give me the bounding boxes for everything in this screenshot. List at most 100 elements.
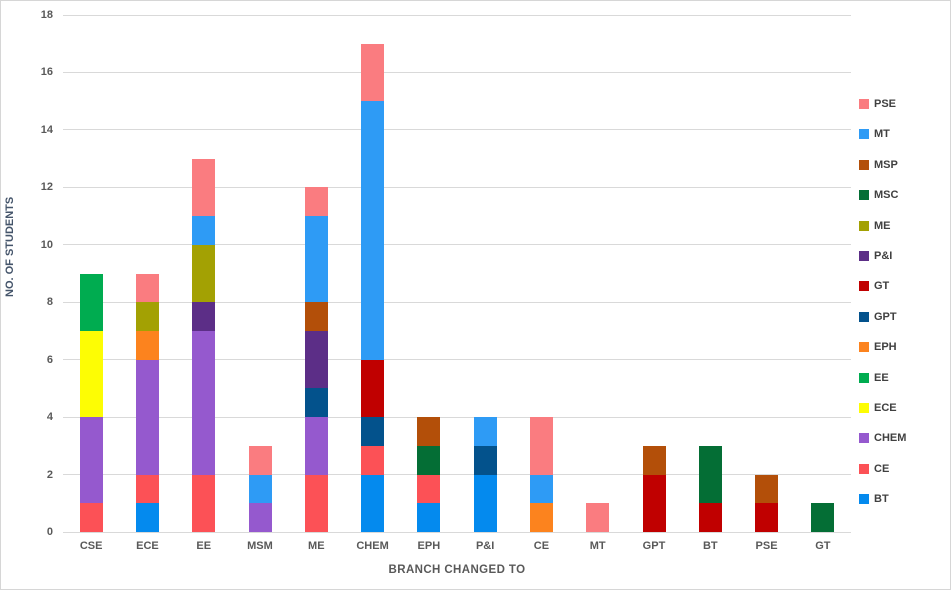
x-category-label-gt: GT [815,540,831,552]
legend-swatch-eph [859,342,869,353]
segment-me-in-ee [192,244,216,303]
legend-swatch-msc [859,190,869,201]
legend-label-me: ME [874,219,891,232]
legend-swatch-mt [859,129,869,140]
segment-gpt-in-chem [361,417,385,446]
legend-item-msp: MSP [859,158,898,172]
legend-swatch-ce [859,463,869,474]
legend-item-mt: MT [859,127,890,141]
y-tick-label-12: 12 [40,181,53,194]
legend-swatch-gpt [859,311,869,322]
legend-label-ee: EE [874,371,889,384]
legend-item-pse: PSE [859,97,896,111]
legend-item-gpt: GPT [859,310,897,324]
legend-label-mt: MT [874,128,890,141]
segment-gt-in-gpt [642,474,666,532]
legend-label-pi: P&I [874,250,893,262]
segment-msp-in-eph [417,417,441,446]
y-tick-label-10: 10 [40,238,53,251]
segment-mt-in-msm [248,474,272,504]
segment-gpt-in-me [304,388,328,418]
gridline-12 [63,186,851,188]
segment-gt-in-chem [361,359,385,418]
legend-label-pse: PSE [874,98,897,110]
gridline-14 [63,129,851,131]
x-category-label-gpt: GPT [642,540,666,552]
segment-ee-in-cse [79,273,103,331]
x-category-label-ce: CE [533,540,550,552]
legend-label-msc: MSC [874,189,899,202]
legend-swatch-chem [859,433,869,444]
segment-mt-in-ee [192,216,216,245]
segment-ce-in-ee [192,474,216,532]
legend-label-eph: EPH [874,341,897,354]
x-category-label-chem: CHEM [356,540,389,552]
y-tick-label-8: 8 [46,296,53,309]
legend-item-bt: BT [859,492,889,506]
segment-mt-in-me [304,216,328,303]
segment-pi-in-ee [192,302,216,331]
legend-item-ce: CE [859,462,889,476]
segment-mt-in-ce [529,474,553,504]
segment-pse-in-ce [529,417,553,475]
segment-ce-in-ece [135,474,159,504]
legend-item-chem: CHEM [859,431,906,445]
segment-ce-in-eph [417,474,441,504]
legend-swatch-pi [859,251,869,261]
segment-pse-in-chem [361,43,385,102]
legend-item-ece: ECE [859,401,897,415]
segment-gpt-in-pi [473,445,497,475]
segment-pi-in-me [304,330,328,389]
x-category-label-pse: PSE [755,540,778,552]
y-tick-label-0: 0 [46,526,53,538]
legend-label-gpt: GPT [874,310,897,323]
x-category-label-mt: MT [589,540,606,552]
y-tick-label-4: 4 [46,411,53,424]
segment-msp-in-gpt [642,445,666,475]
x-category-label-pi: P&I [475,540,495,552]
legend-label-msp: MSP [874,158,898,171]
gridline-18 [63,14,851,16]
segment-chem-in-me [304,417,328,475]
legend-swatch-msp [859,159,869,170]
segment-ece-in-cse [79,330,103,418]
segment-pse-in-mt [586,503,610,532]
legend-item-me: ME [859,219,891,233]
x-category-label-bt: BT [702,540,718,552]
gridline-0 [63,531,851,533]
legend-swatch-bt [859,494,869,505]
legend-label-chem: CHEM [874,432,907,445]
segment-gt-in-bt [698,503,722,532]
segment-eph-in-ece [135,330,159,360]
segment-msp-in-me [304,302,328,331]
segment-gt-in-pse [755,503,779,532]
y-tick-label-6: 6 [46,353,53,366]
legend-label-bt: BT [874,493,889,506]
segment-msc-in-eph [417,445,441,475]
plot-area [63,14,851,533]
segment-bt-in-eph [417,503,441,532]
gridline-16 [63,71,851,73]
x-category-label-me: ME [308,540,325,552]
x-category-label-ece: ECE [136,540,159,552]
legend-item-ee: EE [859,371,889,385]
segment-pse-in-msm [248,445,272,475]
segment-ce-in-cse [79,503,103,532]
y-tick-label-2: 2 [46,468,53,481]
x-category-label-eph: EPH [417,540,441,552]
x-category-label-msm: MSM [247,540,273,552]
x-category-label-ee: EE [196,540,212,552]
legend-swatch-ee [859,372,869,383]
legend-item-msc: MSC [859,188,898,202]
legend-label-ece: ECE [874,402,897,414]
segment-chem-in-cse [79,417,103,504]
segment-bt-in-pi [473,474,497,532]
gridline-4 [63,416,851,418]
legend-item-eph: EPH [859,340,897,354]
segment-pse-in-ee [192,158,216,217]
segment-bt-in-chem [361,474,385,532]
segment-pse-in-ece [135,273,159,303]
gridline-10 [63,244,851,246]
y-tick-label-18: 18 [40,9,53,21]
segment-me-in-ece [135,302,159,331]
